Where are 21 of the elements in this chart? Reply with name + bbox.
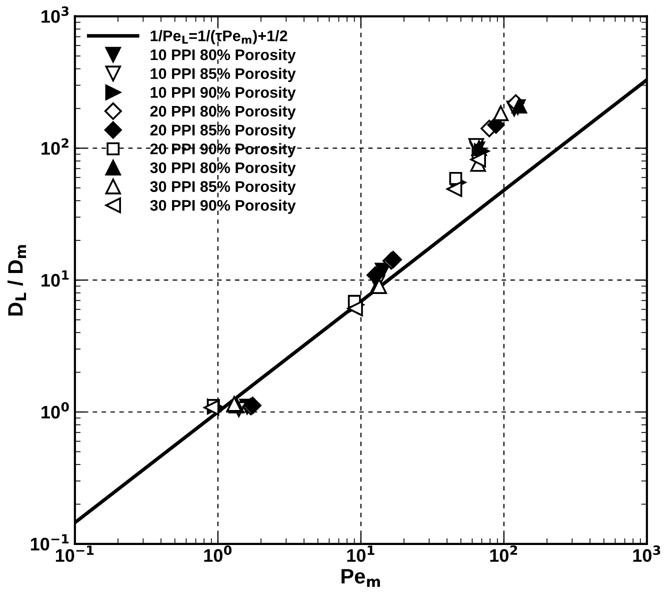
y-tick-label: 10$^{1}$: [42, 270, 69, 287]
y-tick-label: 10$^{2}$: [42, 138, 68, 155]
legend-label: 30 PPI 80% Porosity: [150, 162, 296, 176]
legend-label: 10 PPI 90% Porosity: [150, 86, 296, 101]
x-tick-label: 10$^{1}$: [347, 546, 374, 562]
y-tick-label: 10$^{0}$: [42, 402, 69, 419]
legend-label: 30 PPI 85% Porosity: [150, 180, 296, 195]
legend-label: 1/Pe$_{L}$=1/(τPe$_{m}$)+1/2: [150, 30, 288, 44]
legend-label: 10 PPI 80% Porosity: [150, 48, 296, 64]
legend-label: 20 PPI 90% Porosity: [150, 143, 296, 158]
x-tick-label: 10$^{3}$: [633, 545, 660, 562]
x-tick-label: 10$^{2}$: [490, 545, 518, 562]
legend-label: 20 PPI 85% Porosity: [150, 124, 296, 139]
y-tick-label: 10$^{3}$: [42, 6, 68, 23]
x-axis-title: Pe$_{m}$: [342, 569, 380, 587]
y-axis-title: D$_{L}$ / D$_{m}$: [7, 245, 26, 316]
legend-label: 30 PPI 90% Porosity: [150, 200, 296, 214]
legend-label: 10 PPI 85% Porosity: [150, 68, 296, 82]
x-tick-label: 10$^{0}$: [204, 545, 232, 562]
x-tick-label: 10$^{−1}$: [56, 546, 94, 562]
legend-label: 20 PPI 80% Porosity: [150, 105, 296, 120]
